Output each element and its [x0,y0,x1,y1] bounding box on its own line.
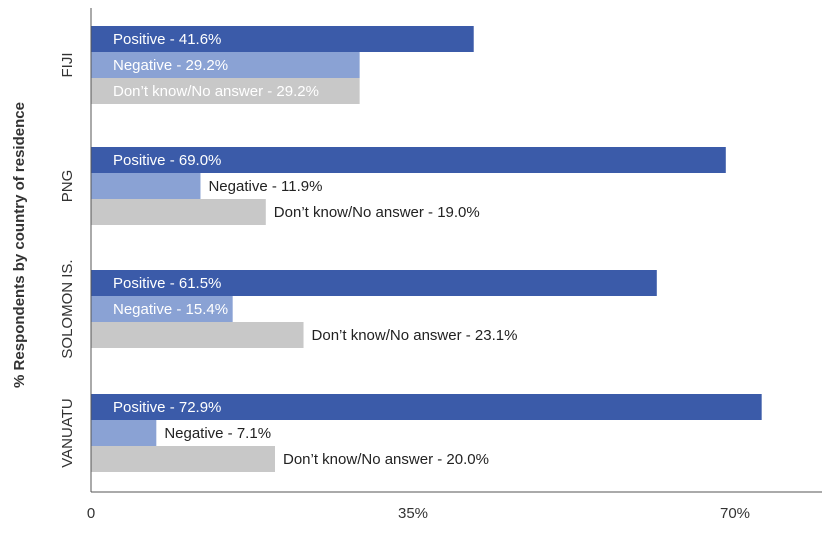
bar-label-png-positive: Positive - 69.0% [113,152,221,169]
x-ticks: 0 35% 70% [87,505,750,522]
bar-label-solomon-is-negative: Negative - 15.4% [113,301,228,318]
bar-solomon-is-don-t-know-no-answer [91,322,304,348]
bar-png-don-t-know-no-answer [91,199,266,225]
group-labels: FIJI PNG SOLOMON IS. VANUATU [59,53,76,468]
bar-label-fiji-positive: Positive - 41.6% [113,31,221,48]
group-label-fiji: FIJI [59,53,76,78]
bar-fiji-positive [91,26,474,52]
bar-solomon-is-negative [91,296,233,322]
bar-vanuatu-don-t-know-no-answer [91,446,275,472]
bar-label-fiji-don-t-know-no-answer: Don’t know/No answer - 29.2% [113,83,319,100]
bar-solomon-is-positive [91,270,657,296]
bar-vanuatu-positive [91,394,762,420]
bar-label-vanuatu-positive: Positive - 72.9% [113,399,221,416]
y-axis-title: % Respondents by country of residence [11,102,28,388]
bar-label-vanuatu-don-t-know-no-answer: Don’t know/No answer - 20.0% [283,451,489,468]
bar-fiji-don-t-know-no-answer [91,78,360,104]
bars: Positive - 41.6% Negative - 29.2% Don’t kn… [91,26,762,472]
bar-png-negative [91,173,201,199]
x-tick-label: 35% [398,505,428,522]
bar-vanuatu-negative [91,420,157,446]
bar-label-png-negative: Negative - 11.9% [208,178,322,195]
bar-label-solomon-is-don-t-know-no-answer: Don’t know/No answer - 23.1% [312,327,518,344]
bar-label-png-don-t-know-no-answer: Don’t know/No answer - 19.0% [274,204,480,221]
bar-fiji-negative [91,52,360,78]
x-tick-label: 0 [87,505,95,522]
bar-label-fiji-negative: Negative - 29.2% [113,57,228,74]
x-tick-label: 70% [720,505,750,522]
group-label-vanuatu: VANUATU [59,398,76,467]
group-label-solomon-is: SOLOMON IS. [59,259,76,358]
bar-png-positive [91,147,726,173]
bar-label-vanuatu-negative: Negative - 7.1% [164,425,271,442]
group-label-png: PNG [59,170,76,203]
bar-label-solomon-is-positive: Positive - 61.5% [113,275,221,292]
